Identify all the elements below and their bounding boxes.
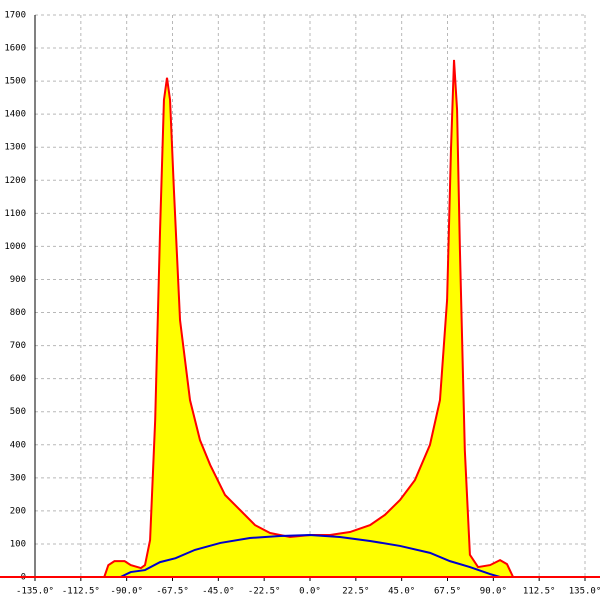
y-tick-label: 1400	[4, 110, 26, 120]
x-tick-label: -67.5°	[156, 587, 189, 597]
y-tick-label: 900	[10, 275, 26, 285]
x-tick-label: -22.5°	[248, 587, 281, 597]
x-tick-label: 135.0°	[569, 587, 600, 597]
y-tick-label: 700	[10, 341, 26, 351]
y-tick-label: 1500	[4, 77, 26, 87]
line	[120, 534, 501, 578]
x-tick-label: 67.5°	[434, 587, 461, 597]
y-tick-label: 600	[10, 374, 26, 384]
y-tick-label: 100	[10, 539, 26, 549]
y-tick-label: 1600	[4, 44, 26, 54]
x-tick-label: -90.0°	[110, 587, 143, 597]
x-tick-label: 90.0°	[480, 587, 507, 597]
x-tick-label: 22.5°	[342, 587, 369, 597]
y-tick-label: 400	[10, 440, 26, 450]
x-tick-label: -45.0°	[202, 587, 235, 597]
y-tick-label: 500	[10, 407, 26, 417]
x-tick-label: 45.0°	[388, 587, 415, 597]
y-tick-label: 1700	[4, 11, 26, 21]
y-tick-label: 200	[10, 506, 26, 516]
x-tick-label: 112.5°	[523, 587, 556, 597]
x-tick-label: -112.5°	[62, 587, 100, 597]
y-tick-label: 1300	[4, 143, 26, 153]
y-tick-label: 1200	[4, 176, 26, 186]
y-tick-label: 300	[10, 473, 26, 483]
x-tick-label: -135.0°	[16, 587, 54, 597]
y-tick-label: 1000	[4, 242, 26, 252]
y-tick-label: 800	[10, 308, 26, 318]
y-tick-label: 1100	[4, 209, 26, 219]
x-tick-label: 0.0°	[299, 587, 321, 597]
